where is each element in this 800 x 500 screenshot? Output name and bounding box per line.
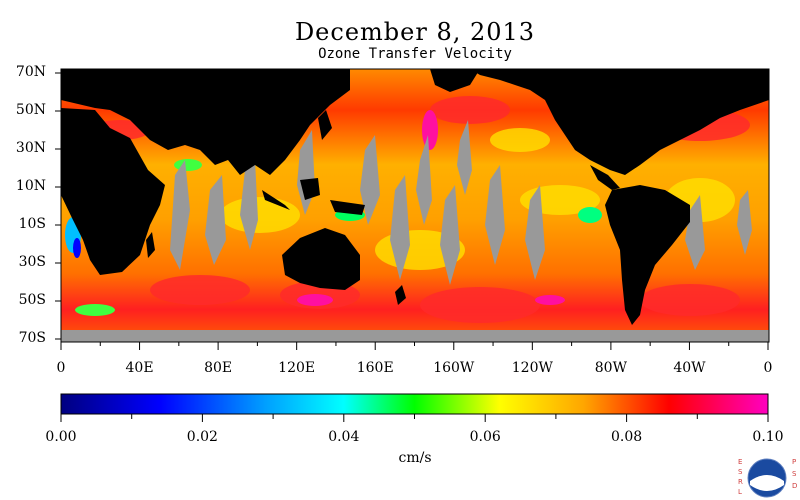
latitude-label: 70S	[18, 330, 46, 346]
madagascar	[146, 232, 155, 258]
svg-text:R: R	[738, 478, 743, 486]
antarctica-edge	[61, 330, 769, 342]
longitude-label: 80W	[594, 360, 627, 376]
longitude-label: 160W	[433, 360, 475, 376]
latitude-label: 10N	[15, 178, 46, 194]
longitude-label: 40W	[673, 360, 706, 376]
svg-text:P: P	[792, 458, 796, 466]
japan	[318, 110, 332, 140]
new-zealand	[395, 285, 406, 305]
colorbar-units: cm/s	[398, 450, 432, 466]
map-subtitle: Ozone Transfer Velocity	[318, 46, 512, 62]
svg-text:S: S	[792, 470, 797, 478]
sumatra	[262, 190, 290, 210]
land-masses	[61, 69, 769, 342]
longitude-label: 120W	[511, 360, 553, 376]
svg-text:D: D	[792, 482, 797, 490]
eurasia	[61, 69, 350, 175]
south-america	[605, 185, 690, 325]
new-guinea	[330, 200, 365, 215]
longitude-label: 160E	[356, 360, 394, 376]
colorbar-label: 0.00	[45, 429, 77, 445]
longitude-label: 40E	[125, 360, 154, 376]
latitude-label: 30N	[15, 140, 46, 156]
latitude-label: 70N	[15, 64, 46, 80]
longitude-label: 120E	[278, 360, 316, 376]
longitude-ticks	[60, 342, 769, 350]
australia	[282, 228, 360, 290]
colorbar-label: 0.02	[186, 429, 218, 445]
colorbar	[60, 393, 769, 415]
colorbar-ticks	[60, 414, 769, 422]
latitude-label: 10S	[18, 216, 46, 232]
longitude-label: 0	[56, 360, 66, 376]
longitude-label: 0	[763, 360, 773, 376]
colorbar-label: 0.06	[469, 429, 501, 445]
map-title: December 8, 2013	[294, 18, 536, 46]
colorbar-label: 0.08	[611, 429, 643, 445]
borneo	[300, 178, 320, 200]
central-america	[590, 165, 620, 190]
latitude-label: 50S	[18, 292, 46, 308]
alaska	[430, 69, 480, 92]
latitude-label: 50N	[15, 102, 46, 118]
greenland	[665, 69, 735, 100]
svg-text:E: E	[738, 458, 742, 466]
africa	[61, 69, 165, 275]
colorbar-label: 0.10	[752, 429, 784, 445]
svg-text:L: L	[738, 488, 742, 496]
latitude-ticks	[55, 72, 61, 340]
latitude-label: 30S	[18, 254, 46, 270]
svg-text:S: S	[738, 468, 743, 476]
longitude-label: 80E	[204, 360, 233, 376]
colorbar-label: 0.04	[328, 429, 360, 445]
